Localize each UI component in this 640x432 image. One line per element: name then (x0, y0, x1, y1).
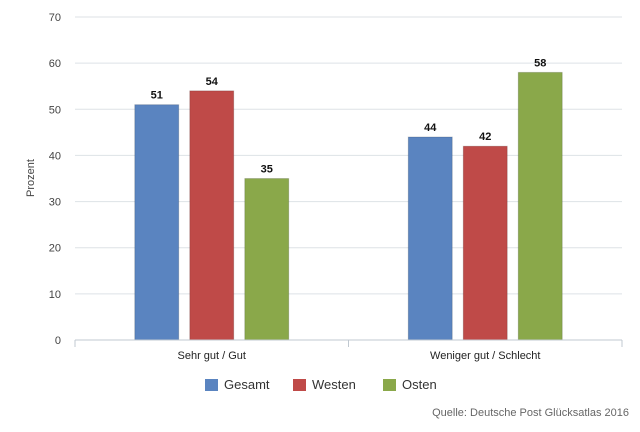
y-tick-label: 0 (55, 335, 61, 347)
legend-label: Osten (402, 377, 437, 392)
category-label: Sehr gut / Gut (178, 350, 246, 362)
legend-swatch-gesamt (205, 379, 218, 391)
y-tick-label: 30 (49, 197, 61, 209)
y-tick-label: 40 (49, 150, 61, 162)
data-labels: 51 54 35 44 42 58 (151, 57, 547, 175)
source-note: Quelle: Deutsche Post Glücksatlas 2016 (432, 407, 629, 419)
bar-westen-0 (189, 90, 235, 341)
legend-label: Westen (312, 377, 356, 392)
category-label: Weniger gut / Schlecht (430, 350, 540, 362)
bars (134, 71, 563, 341)
data-label: 42 (479, 131, 491, 143)
x-axis-ticks (74, 340, 623, 347)
data-label: 58 (534, 57, 546, 69)
legend: Gesamt Westen Osten (205, 377, 437, 392)
bar-osten-1 (517, 71, 563, 341)
bar-westen-1 (462, 145, 508, 341)
data-label: 35 (261, 164, 273, 176)
bar-gesamt-1 (407, 136, 453, 341)
y-tick-label: 70 (49, 12, 61, 24)
y-axis-ticks: 0 10 20 30 40 50 60 70 (49, 12, 61, 347)
y-tick-label: 20 (49, 243, 61, 255)
y-tick-label: 10 (49, 289, 61, 301)
bar-gesamt-0 (134, 104, 180, 341)
y-tick-label: 50 (49, 104, 61, 116)
legend-swatch-westen (293, 379, 306, 391)
x-axis-categories: Sehr gut / Gut Weniger gut / Schlecht (178, 350, 541, 362)
y-tick-label: 60 (49, 58, 61, 70)
data-label: 54 (206, 76, 219, 88)
y-axis-label: Prozent (25, 159, 37, 197)
data-label: 44 (424, 122, 437, 134)
data-label: 51 (151, 90, 163, 102)
legend-swatch-osten (383, 379, 396, 391)
legend-label: Gesamt (224, 377, 270, 392)
bar-osten-0 (244, 178, 290, 341)
